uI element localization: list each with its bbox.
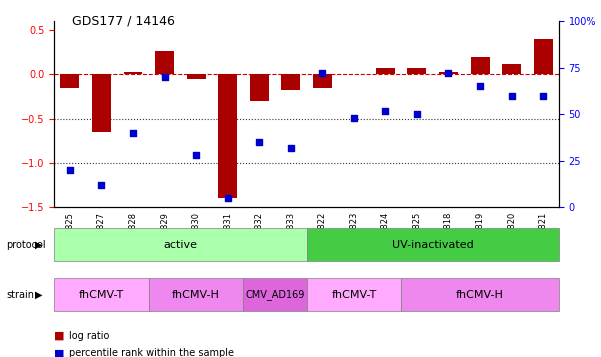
Text: ▶: ▶ xyxy=(35,290,43,300)
Bar xyxy=(313,75,332,88)
Point xyxy=(65,167,75,173)
Point xyxy=(317,71,327,76)
Bar xyxy=(471,57,489,75)
Text: active: active xyxy=(163,240,197,250)
Bar xyxy=(534,39,553,75)
Text: GDS177 / 14146: GDS177 / 14146 xyxy=(72,14,175,27)
Text: CMV_AD169: CMV_AD169 xyxy=(245,289,305,300)
Point xyxy=(475,84,485,89)
Point xyxy=(412,111,422,117)
Point xyxy=(160,74,169,80)
Point xyxy=(286,145,296,151)
Bar xyxy=(250,75,269,101)
Text: fhCMV-H: fhCMV-H xyxy=(172,290,220,300)
Text: log ratio: log ratio xyxy=(69,331,109,341)
Bar xyxy=(376,68,395,75)
Point xyxy=(97,182,106,188)
Text: fhCMV-H: fhCMV-H xyxy=(456,290,504,300)
Bar xyxy=(281,75,300,90)
Text: protocol: protocol xyxy=(6,240,46,250)
Point xyxy=(444,71,453,76)
Bar xyxy=(124,72,142,75)
Bar xyxy=(92,75,111,132)
Point xyxy=(349,115,359,121)
Text: UV-inactivated: UV-inactivated xyxy=(392,240,474,250)
Point xyxy=(254,139,264,145)
Bar xyxy=(186,75,206,79)
Text: ■: ■ xyxy=(54,331,64,341)
Point xyxy=(507,93,516,99)
Point xyxy=(538,93,548,99)
Text: strain: strain xyxy=(6,290,34,300)
Point xyxy=(191,152,201,158)
Text: fhCMV-T: fhCMV-T xyxy=(79,290,124,300)
Text: ■: ■ xyxy=(54,348,64,357)
Point xyxy=(128,130,138,136)
Bar xyxy=(60,75,79,88)
Bar xyxy=(218,75,237,198)
Bar xyxy=(439,72,458,75)
Text: fhCMV-T: fhCMV-T xyxy=(331,290,376,300)
Text: ▶: ▶ xyxy=(35,240,43,250)
Text: percentile rank within the sample: percentile rank within the sample xyxy=(69,348,234,357)
Point xyxy=(380,108,390,114)
Bar xyxy=(407,68,427,75)
Point xyxy=(223,195,233,201)
Bar xyxy=(155,51,174,75)
Bar xyxy=(502,64,521,75)
